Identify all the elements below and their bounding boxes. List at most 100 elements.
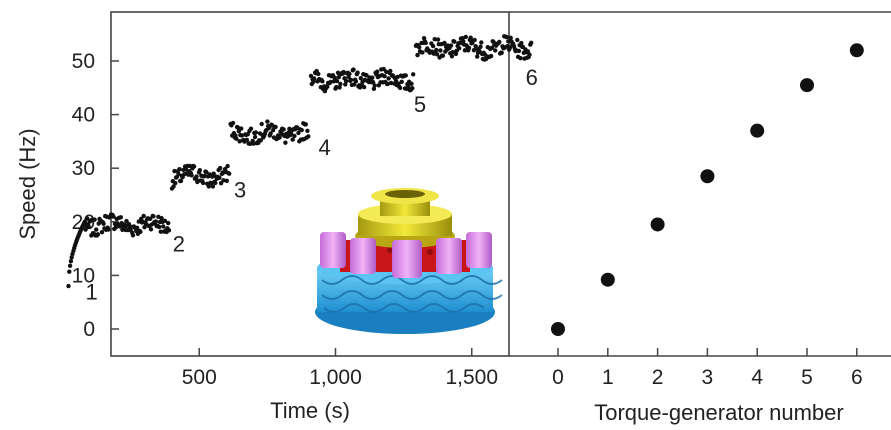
generator-speed-point [800, 78, 814, 93]
speed-y-axis-label: Speed (Hz) [15, 128, 40, 239]
speed-point [67, 269, 72, 274]
speed-point [148, 227, 154, 232]
speed-point [101, 221, 106, 226]
speed-point [266, 125, 272, 131]
speed-point [153, 219, 159, 224]
generator-speed-point [700, 169, 715, 184]
speed-point [371, 86, 377, 92]
speed-point [244, 137, 250, 143]
speed-point [525, 49, 531, 54]
speed-point [311, 79, 316, 85]
speed-y-tick-label: 30 [72, 157, 95, 180]
speed-point [438, 48, 443, 53]
step-label: 1 [85, 280, 97, 305]
step-labels: 1 2 3 4 5 6 [85, 65, 537, 304]
speed-point [273, 124, 278, 130]
generator-x-axis-label: Torque-generator number [594, 400, 843, 425]
speed-point [268, 131, 273, 136]
speed-point [375, 69, 380, 74]
speed-point [224, 178, 229, 183]
speed-point [258, 138, 263, 143]
speed-point [395, 74, 400, 80]
speed-point [218, 181, 224, 186]
step-label: 6 [526, 65, 538, 90]
speed-point [385, 81, 390, 87]
speed-point [388, 68, 393, 74]
speed-point [434, 47, 439, 53]
speed-point [519, 40, 524, 46]
speed-point [288, 131, 294, 136]
speed-point [332, 75, 337, 81]
speed-point [351, 67, 356, 72]
generator-x-tick-label: 3 [702, 366, 714, 389]
generator-x-tick-label: 6 [851, 366, 863, 389]
speed-point [134, 225, 140, 230]
speed-point [334, 84, 339, 90]
generator-x-ticks: 0 1 2 3 4 5 6 [552, 348, 863, 389]
speed-point [176, 171, 181, 177]
speed-point [364, 73, 369, 78]
speed-point [489, 45, 495, 50]
speed-point [328, 79, 333, 85]
speed-point [316, 71, 321, 77]
speed-point [69, 255, 74, 260]
speed-point [253, 130, 259, 135]
speed-point [197, 168, 202, 173]
speed-point [292, 133, 297, 139]
speed-point [157, 224, 162, 230]
speed-point [435, 37, 441, 42]
stator-units [320, 232, 492, 278]
speed-point [178, 178, 184, 184]
speed-point [506, 39, 511, 44]
speed-point [430, 43, 436, 49]
speed-point [417, 45, 422, 50]
speed-point [434, 52, 440, 57]
speed-y-tick-label: 50 [72, 50, 95, 73]
speed-point [516, 48, 522, 54]
step-label: 4 [318, 135, 330, 160]
generator-x-tick-label: 5 [801, 366, 813, 389]
generator-x-tick-label: 2 [652, 366, 664, 389]
speed-point [338, 81, 343, 87]
speed-point [111, 214, 116, 219]
generator-speed-point [750, 123, 765, 138]
speed-point [461, 39, 466, 44]
speed-point [177, 167, 182, 172]
speed-point [239, 133, 245, 138]
speed-point [227, 171, 232, 176]
speed-point [130, 233, 136, 238]
speed-point [189, 173, 194, 178]
speed-point [86, 224, 92, 230]
speed-point [66, 283, 71, 289]
speed-point [296, 130, 301, 136]
speed-point [384, 69, 389, 75]
speed-point [251, 141, 256, 146]
speed-point [67, 263, 73, 268]
speed-y-tick-label: 10 [72, 264, 95, 287]
speed-point [361, 84, 367, 90]
speed-point [336, 74, 341, 80]
speed-point [462, 48, 468, 53]
speed-point [468, 35, 473, 40]
speed-point [270, 128, 276, 133]
generator-speed-points [551, 43, 864, 336]
speed-point [221, 178, 226, 183]
speed-point [200, 180, 206, 186]
speed-point [206, 184, 211, 189]
speed-point [382, 74, 387, 79]
speed-point [94, 227, 99, 232]
speed-y-tick-label: 40 [72, 104, 95, 127]
speed-point [415, 52, 420, 58]
speed-point [410, 86, 415, 91]
speed-point [518, 56, 523, 61]
speed-point [83, 227, 88, 232]
speed-time-plot-frame [110, 11, 510, 357]
speed-point [210, 184, 216, 189]
speed-point [194, 174, 199, 179]
speed-point [320, 79, 325, 84]
speed-point [106, 227, 111, 232]
speed-point [515, 37, 520, 43]
speed-point [457, 46, 462, 51]
step-label: 3 [234, 178, 246, 203]
